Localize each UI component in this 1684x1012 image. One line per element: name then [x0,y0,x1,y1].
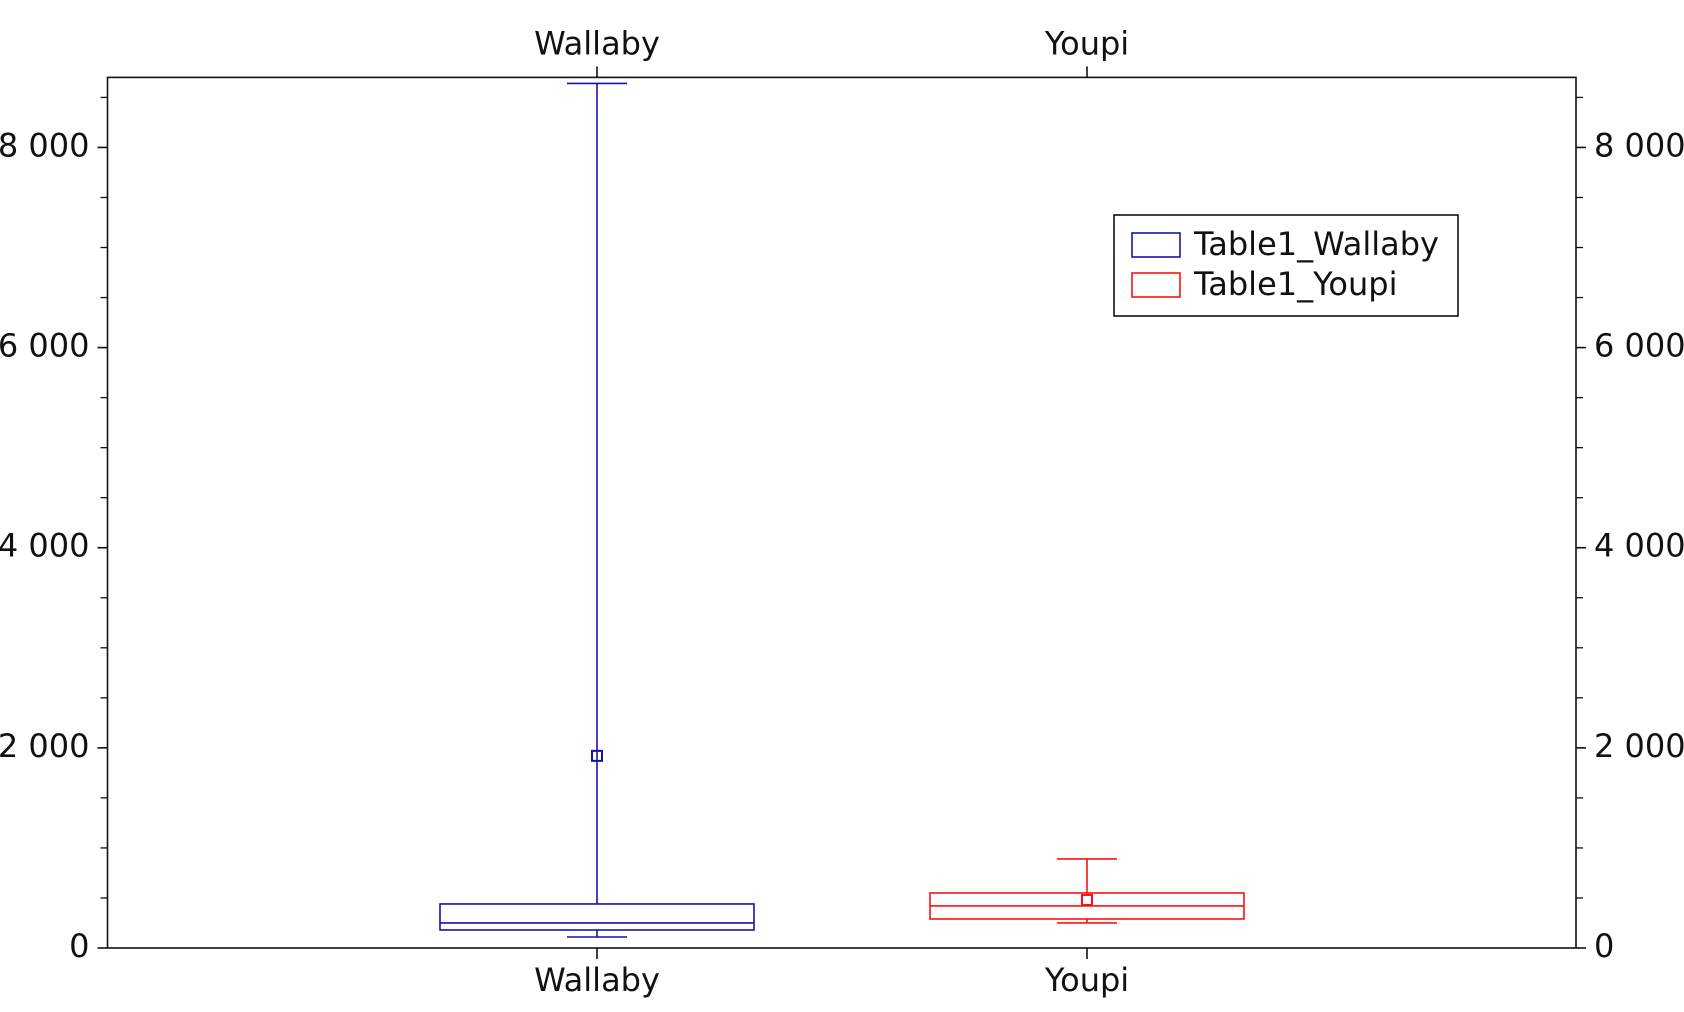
y-tick-label: 6 000 [0,327,90,365]
y-tick-label: 0 [69,927,89,965]
y-tick-label: 4 000 [0,527,90,565]
x2-tick-label: Wallaby [534,24,660,62]
x-tick-label: Wallaby [534,961,660,999]
y2-tick-label: 4 000 [1594,527,1684,565]
legend-box [1113,214,1459,317]
box [439,903,755,931]
legend-swatch [1131,232,1181,258]
y2-tick-label: 2 000 [1594,727,1684,765]
x-tick-label: Youpi [1044,961,1129,999]
y2-tick-label: 8 000 [1594,126,1684,164]
y2-tick-label: 0 [1594,927,1614,965]
x2-tick-label: Youpi [1044,24,1129,62]
mean-marker [591,749,603,762]
y-tick-label: 8 000 [0,126,90,164]
plot-frame [106,76,1577,949]
legend-label: Table1_Wallaby [1193,225,1439,263]
y2-tick-label: 6 000 [1594,327,1684,365]
y-tick-label: 2 000 [0,727,90,765]
legend-swatch [1131,272,1181,298]
mean-marker [1081,893,1093,906]
legend-label: Table1_Youpi [1193,265,1397,303]
